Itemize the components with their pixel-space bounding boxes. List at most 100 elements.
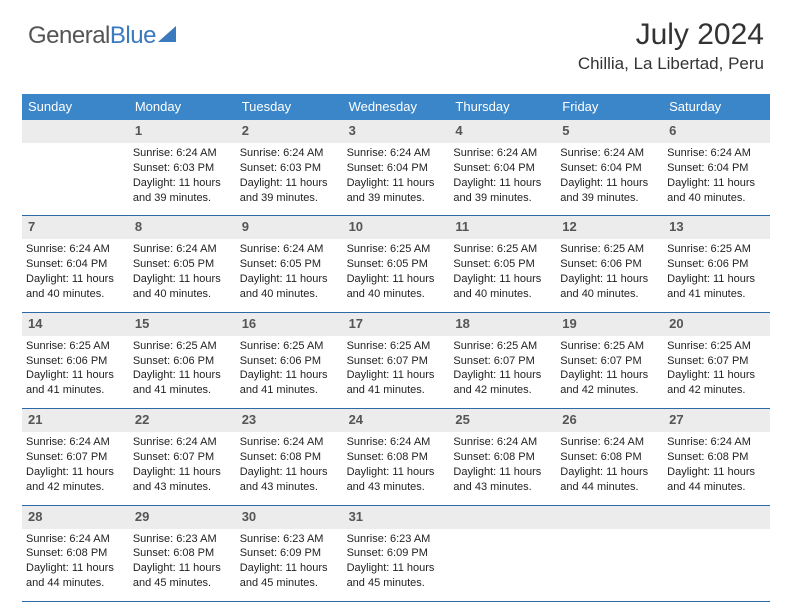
sunset-text: Sunset: 6:06 PM (240, 354, 339, 369)
daylight-text: Daylight: 11 hours and 39 minutes. (240, 176, 339, 206)
sunrise-text: Sunrise: 6:23 AM (240, 532, 339, 547)
day-number: 13 (663, 216, 770, 239)
day-number: 25 (449, 409, 556, 432)
sunset-text: Sunset: 6:04 PM (453, 161, 552, 176)
sunrise-text: Sunrise: 6:24 AM (347, 435, 446, 450)
calendar-day-cell: Sunrise: 6:25 AMSunset: 6:05 PMDaylight:… (343, 239, 450, 311)
day-number: 4 (449, 120, 556, 143)
day-number: 22 (129, 409, 236, 432)
day-number: 2 (236, 120, 343, 143)
day-number: 5 (556, 120, 663, 143)
day-number-row: 28293031 (22, 506, 770, 529)
calendar-day-cell: Sunrise: 6:25 AMSunset: 6:05 PMDaylight:… (449, 239, 556, 311)
sunset-text: Sunset: 6:07 PM (453, 354, 552, 369)
sunset-text: Sunset: 6:05 PM (453, 257, 552, 272)
day-number-row: 14151617181920 (22, 313, 770, 336)
day-number-row: 21222324252627 (22, 409, 770, 432)
calendar-day-cell: Sunrise: 6:24 AMSunset: 6:04 PMDaylight:… (343, 143, 450, 215)
sunrise-text: Sunrise: 6:24 AM (453, 146, 552, 161)
day-number: 30 (236, 506, 343, 529)
logo-part1: General (28, 22, 110, 49)
sunset-text: Sunset: 6:09 PM (240, 546, 339, 561)
calendar-day-cell: Sunrise: 6:25 AMSunset: 6:06 PMDaylight:… (663, 239, 770, 311)
calendar-day-cell: Sunrise: 6:24 AMSunset: 6:03 PMDaylight:… (129, 143, 236, 215)
day-number: 29 (129, 506, 236, 529)
day-number: 9 (236, 216, 343, 239)
sunrise-text: Sunrise: 6:24 AM (560, 435, 659, 450)
day-number: 31 (343, 506, 450, 529)
daylight-text: Daylight: 11 hours and 41 minutes. (667, 272, 766, 302)
sunrise-text: Sunrise: 6:24 AM (560, 146, 659, 161)
day-number: 23 (236, 409, 343, 432)
weekday-header: Sunday (22, 94, 129, 120)
calendar-day-cell: Sunrise: 6:24 AMSunset: 6:04 PMDaylight:… (449, 143, 556, 215)
calendar-day-cell: Sunrise: 6:24 AMSunset: 6:05 PMDaylight:… (236, 239, 343, 311)
calendar-day-cell: Sunrise: 6:24 AMSunset: 6:08 PMDaylight:… (236, 432, 343, 504)
month-year-title: July 2024 (578, 18, 764, 52)
sunset-text: Sunset: 6:04 PM (560, 161, 659, 176)
location-subtitle: Chillia, La Libertad, Peru (578, 54, 764, 74)
sunset-text: Sunset: 6:06 PM (560, 257, 659, 272)
sunrise-text: Sunrise: 6:24 AM (26, 532, 125, 547)
sunset-text: Sunset: 6:06 PM (133, 354, 232, 369)
sunset-text: Sunset: 6:08 PM (240, 450, 339, 465)
daylight-text: Daylight: 11 hours and 40 minutes. (453, 272, 552, 302)
day-number: 14 (22, 313, 129, 336)
sunrise-text: Sunrise: 6:24 AM (26, 242, 125, 257)
sunrise-text: Sunrise: 6:24 AM (26, 435, 125, 450)
daylight-text: Daylight: 11 hours and 45 minutes. (133, 561, 232, 591)
daylight-text: Daylight: 11 hours and 40 minutes. (347, 272, 446, 302)
sunset-text: Sunset: 6:03 PM (133, 161, 232, 176)
calendar: Sunday Monday Tuesday Wednesday Thursday… (22, 94, 770, 602)
calendar-day-cell: Sunrise: 6:25 AMSunset: 6:07 PMDaylight:… (556, 336, 663, 408)
daylight-text: Daylight: 11 hours and 40 minutes. (26, 272, 125, 302)
daylight-text: Daylight: 11 hours and 39 minutes. (133, 176, 232, 206)
day-number: 12 (556, 216, 663, 239)
sunset-text: Sunset: 6:09 PM (347, 546, 446, 561)
logo-text: GeneralBlue (28, 22, 156, 50)
sunrise-text: Sunrise: 6:24 AM (667, 435, 766, 450)
day-number: 24 (343, 409, 450, 432)
daylight-text: Daylight: 11 hours and 44 minutes. (26, 561, 125, 591)
weekday-header: Wednesday (343, 94, 450, 120)
sunset-text: Sunset: 6:07 PM (667, 354, 766, 369)
daylight-text: Daylight: 11 hours and 41 minutes. (240, 368, 339, 398)
day-number: 15 (129, 313, 236, 336)
calendar-day-cell: Sunrise: 6:24 AMSunset: 6:04 PMDaylight:… (556, 143, 663, 215)
day-number: 28 (22, 506, 129, 529)
calendar-day-cell (22, 143, 129, 215)
sunset-text: Sunset: 6:07 PM (133, 450, 232, 465)
sunrise-text: Sunrise: 6:25 AM (26, 339, 125, 354)
sunrise-text: Sunrise: 6:25 AM (667, 242, 766, 257)
weeks-container: 123456Sunrise: 6:24 AMSunset: 6:03 PMDay… (22, 120, 770, 602)
weekday-header: Monday (129, 94, 236, 120)
sunset-text: Sunset: 6:08 PM (560, 450, 659, 465)
daylight-text: Daylight: 11 hours and 40 minutes. (560, 272, 659, 302)
sunset-text: Sunset: 6:05 PM (347, 257, 446, 272)
calendar-day-cell (449, 529, 556, 601)
day-number: 20 (663, 313, 770, 336)
daylight-text: Daylight: 11 hours and 42 minutes. (667, 368, 766, 398)
calendar-day-cell: Sunrise: 6:24 AMSunset: 6:08 PMDaylight:… (22, 529, 129, 601)
day-number: 18 (449, 313, 556, 336)
sunrise-text: Sunrise: 6:24 AM (453, 435, 552, 450)
sunset-text: Sunset: 6:07 PM (26, 450, 125, 465)
weekday-header: Saturday (663, 94, 770, 120)
calendar-day-cell: Sunrise: 6:25 AMSunset: 6:06 PMDaylight:… (22, 336, 129, 408)
calendar-week-row: Sunrise: 6:24 AMSunset: 6:04 PMDaylight:… (22, 239, 770, 312)
daylight-text: Daylight: 11 hours and 42 minutes. (453, 368, 552, 398)
calendar-day-cell: Sunrise: 6:25 AMSunset: 6:07 PMDaylight:… (663, 336, 770, 408)
calendar-day-cell: Sunrise: 6:25 AMSunset: 6:06 PMDaylight:… (236, 336, 343, 408)
sunset-text: Sunset: 6:08 PM (667, 450, 766, 465)
sunrise-text: Sunrise: 6:24 AM (347, 146, 446, 161)
sunset-text: Sunset: 6:04 PM (26, 257, 125, 272)
day-number: 16 (236, 313, 343, 336)
day-number: 3 (343, 120, 450, 143)
sunrise-text: Sunrise: 6:25 AM (453, 339, 552, 354)
day-number-row: 123456 (22, 120, 770, 143)
daylight-text: Daylight: 11 hours and 43 minutes. (347, 465, 446, 495)
day-number: 19 (556, 313, 663, 336)
daylight-text: Daylight: 11 hours and 41 minutes. (347, 368, 446, 398)
sunrise-text: Sunrise: 6:24 AM (133, 146, 232, 161)
sunrise-text: Sunrise: 6:25 AM (133, 339, 232, 354)
